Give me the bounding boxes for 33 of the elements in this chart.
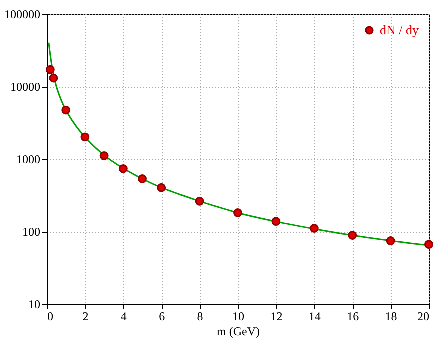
- y-tick-label: 100000: [4, 8, 40, 22]
- y-tick-label: 10000: [10, 80, 40, 94]
- point: [272, 217, 281, 226]
- x-tick-label: 6: [159, 310, 166, 324]
- point: [138, 174, 147, 184]
- x-axis-title: m (GeV): [217, 324, 260, 338]
- x-tick-label: 14: [308, 310, 321, 324]
- point: [195, 196, 204, 206]
- point: [234, 208, 242, 218]
- point: [100, 152, 109, 160]
- x-tick-label: 12: [270, 310, 283, 324]
- point: [118, 164, 128, 174]
- x-tick-label: 8: [197, 310, 204, 324]
- x-tick-label: 10: [232, 310, 244, 324]
- y-tick-label: 1000: [16, 152, 40, 166]
- point: [62, 106, 71, 115]
- x-tick-label: 18: [385, 310, 398, 324]
- point: [310, 224, 319, 233]
- point: [46, 65, 55, 74]
- y-tick-label: 100: [22, 225, 40, 239]
- x-tick-label: 0: [48, 310, 54, 324]
- y-tick-label: 10: [28, 298, 40, 312]
- point: [424, 240, 434, 250]
- point: [80, 132, 90, 142]
- x-tick-label: 2: [82, 310, 89, 324]
- point: [348, 231, 358, 240]
- legend-label: dN / dy: [380, 22, 420, 38]
- point: [157, 183, 166, 192]
- x-tick-label: 16: [347, 310, 360, 324]
- x-tick-label: 4: [120, 310, 127, 324]
- x-tick-label: 20: [418, 310, 430, 324]
- point: [386, 236, 396, 246]
- point: [49, 74, 58, 83]
